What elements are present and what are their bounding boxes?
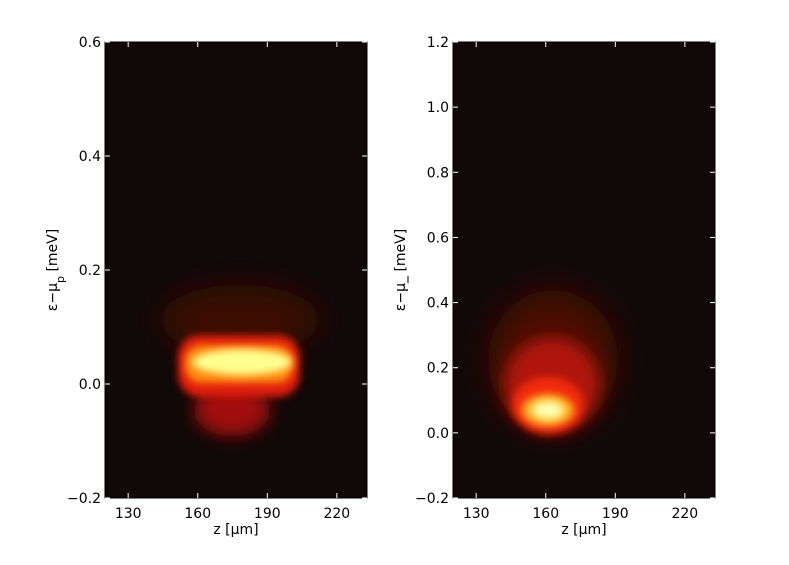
x-tick-label: 130 [463,506,490,522]
x-axis-label: z [µm] [213,522,258,538]
y-tick-label: 0.6 [427,230,449,246]
plot-area [453,42,715,498]
y-tick-label: 1.2 [427,35,449,51]
y-tick-label: 0.0 [79,377,101,393]
y-tick-label: −0.2 [67,491,101,507]
y-tick-label: −0.2 [415,491,449,507]
x-tick-label: 220 [671,506,698,522]
heat-left [160,285,320,436]
y-axis-label: ε−μ_ [meV] [393,229,409,311]
x-tick-label: 190 [602,506,629,522]
y-label-main: ε−μ [45,283,61,311]
y-tick-label: 0.2 [79,263,101,279]
plot-frame [452,41,716,499]
y-tick-label: 0.4 [427,296,449,312]
x-tick-label: 160 [532,506,559,522]
y-tick-label: 0.0 [427,426,449,442]
y-label-main: ε−μ_ [393,275,409,311]
x-tick-label: 220 [323,506,350,522]
x-tick-label: 160 [184,506,211,522]
x-tick-label: 190 [254,506,281,522]
y-label-unit: [meV] [45,229,61,276]
y-tick-label: 0.6 [79,35,101,51]
y-tick-label: 0.4 [79,149,101,165]
y-tick-label: 0.8 [427,165,449,181]
y-label-unit: [meV] [393,229,409,276]
y-tick-label: 0.2 [427,361,449,377]
x-tick-label: 130 [115,506,142,522]
y-axis-label: ε−μp [meV] [45,229,67,311]
x-axis-label: z [µm] [561,522,606,538]
y-label-sub: p [54,276,67,283]
y-tick-label: 1.0 [427,100,449,116]
heat-right [488,290,618,433]
